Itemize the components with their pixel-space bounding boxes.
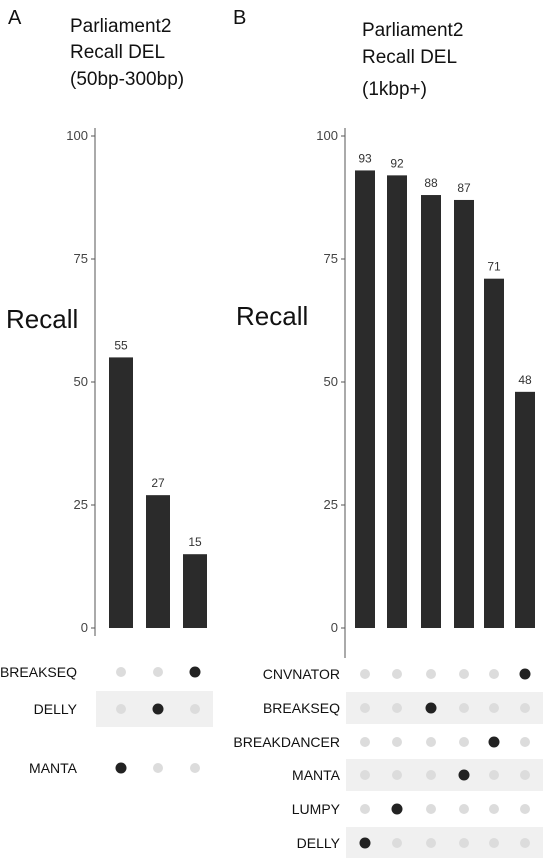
matrix-dot-empty xyxy=(360,669,370,679)
matrix-dot-empty xyxy=(520,703,530,713)
matrix-dot-empty xyxy=(489,703,499,713)
bar-value-label: 93 xyxy=(358,151,372,165)
matrix-dot-empty xyxy=(116,667,126,677)
bar xyxy=(421,195,441,629)
bar xyxy=(183,554,207,628)
matrix-dot-empty xyxy=(489,669,499,679)
matrix-dot-empty xyxy=(459,737,469,747)
bar-value-label: 92 xyxy=(390,156,404,170)
bar xyxy=(484,278,504,628)
matrix-dot-empty xyxy=(520,770,530,780)
y-tick-label: 50 xyxy=(74,374,88,389)
panel-letter: A xyxy=(8,7,22,29)
chart-title-line: Recall DEL xyxy=(362,47,457,68)
matrix-dot-empty xyxy=(459,669,469,679)
bar-value-label: 48 xyxy=(518,373,532,387)
y-tick-label: 50 xyxy=(324,374,338,389)
chart-title-line: (1kbp+) xyxy=(362,79,427,100)
matrix-dot-empty xyxy=(426,804,436,814)
panel-a: A Parliament2 Recall DEL (50bp-300bp) Recall… xyxy=(0,7,213,776)
matrix-dot-empty xyxy=(190,763,200,773)
matrix-dot-empty xyxy=(426,669,436,679)
y-tick-label: 25 xyxy=(74,497,88,512)
matrix-dot-empty xyxy=(489,838,499,848)
bar-value-label: 87 xyxy=(457,181,471,195)
matrix-dot-filled xyxy=(488,736,500,748)
y-axis-label: Recall xyxy=(236,301,308,331)
matrix-dot-empty xyxy=(520,804,530,814)
matrix-dot-empty xyxy=(392,737,402,747)
matrix-dot-empty xyxy=(489,770,499,780)
y-tick-label: 25 xyxy=(324,497,338,512)
matrix-dot-filled xyxy=(152,703,164,715)
set-label: BREAKSEQ xyxy=(0,664,77,680)
matrix-dot-empty xyxy=(426,770,436,780)
bar xyxy=(515,391,535,628)
matrix-dot-empty xyxy=(360,804,370,814)
set-label: DELLY xyxy=(34,701,78,717)
y-tick-label: 100 xyxy=(316,128,338,143)
matrix-dot-empty xyxy=(520,737,530,747)
matrix-dot-filled xyxy=(425,702,437,714)
set-label: MANTA xyxy=(29,760,78,776)
matrix-dot-empty xyxy=(392,838,402,848)
matrix-dot-empty xyxy=(153,763,163,773)
matrix-dot-empty xyxy=(392,703,402,713)
set-label: BREAKDANCER xyxy=(233,734,340,750)
matrix-dot-empty xyxy=(360,770,370,780)
bar-value-label: 71 xyxy=(487,260,501,274)
matrix-row-band xyxy=(346,692,543,724)
matrix-dot-filled xyxy=(115,762,127,774)
set-label: BREAKSEQ xyxy=(263,700,340,716)
matrix-dot-empty xyxy=(520,838,530,848)
matrix-dot-filled xyxy=(359,837,371,849)
matrix-dot-empty xyxy=(360,703,370,713)
bar xyxy=(146,495,170,628)
matrix-dot-empty xyxy=(426,838,436,848)
y-tick-label: 75 xyxy=(74,251,88,266)
matrix-row-band xyxy=(346,827,543,858)
y-tick-label: 0 xyxy=(331,620,338,635)
panel-letter: B xyxy=(233,7,246,29)
bar-value-label: 55 xyxy=(114,338,128,352)
matrix-dot-empty xyxy=(190,704,200,714)
set-label: LUMPY xyxy=(292,801,341,817)
panel-b: B Parliament2 Recall DEL (1kbp+) Recall 0 25 50… xyxy=(233,7,543,858)
bar xyxy=(355,170,375,628)
matrix-dot-empty xyxy=(392,770,402,780)
chart-title-line: Parliament2 xyxy=(70,16,171,37)
bar-value-label: 88 xyxy=(424,176,438,190)
y-tick-label: 0 xyxy=(81,620,88,635)
matrix-dot-filled xyxy=(189,666,201,678)
y-tick-label: 100 xyxy=(66,128,88,143)
chart-title-line: (50bp-300bp) xyxy=(70,69,184,90)
matrix-dot-empty xyxy=(360,737,370,747)
bar xyxy=(454,199,474,628)
matrix-row-band xyxy=(346,759,543,791)
matrix-dot-empty xyxy=(459,703,469,713)
bar-value-label: 15 xyxy=(188,535,202,549)
chart-title-line: Recall DEL xyxy=(70,42,165,63)
matrix-dot-filled xyxy=(519,668,531,680)
matrix-dot-empty xyxy=(392,669,402,679)
matrix-dot-empty xyxy=(459,804,469,814)
chart-title-line: Parliament2 xyxy=(362,20,463,41)
matrix-dot-empty xyxy=(489,804,499,814)
bar xyxy=(109,357,133,628)
y-tick-label: 75 xyxy=(324,251,338,266)
y-axis-label: Recall xyxy=(6,304,78,334)
bar-value-label: 27 xyxy=(151,476,165,490)
set-label: CNVNATOR xyxy=(263,666,340,682)
matrix-dot-empty xyxy=(426,737,436,747)
bar xyxy=(387,175,407,629)
matrix-dot-empty xyxy=(153,667,163,677)
set-label: DELLY xyxy=(297,835,341,851)
matrix-dot-empty xyxy=(116,704,126,714)
set-label: MANTA xyxy=(292,767,341,783)
matrix-dot-filled xyxy=(391,803,403,815)
matrix-dot-empty xyxy=(459,838,469,848)
matrix-dot-filled xyxy=(458,769,470,781)
